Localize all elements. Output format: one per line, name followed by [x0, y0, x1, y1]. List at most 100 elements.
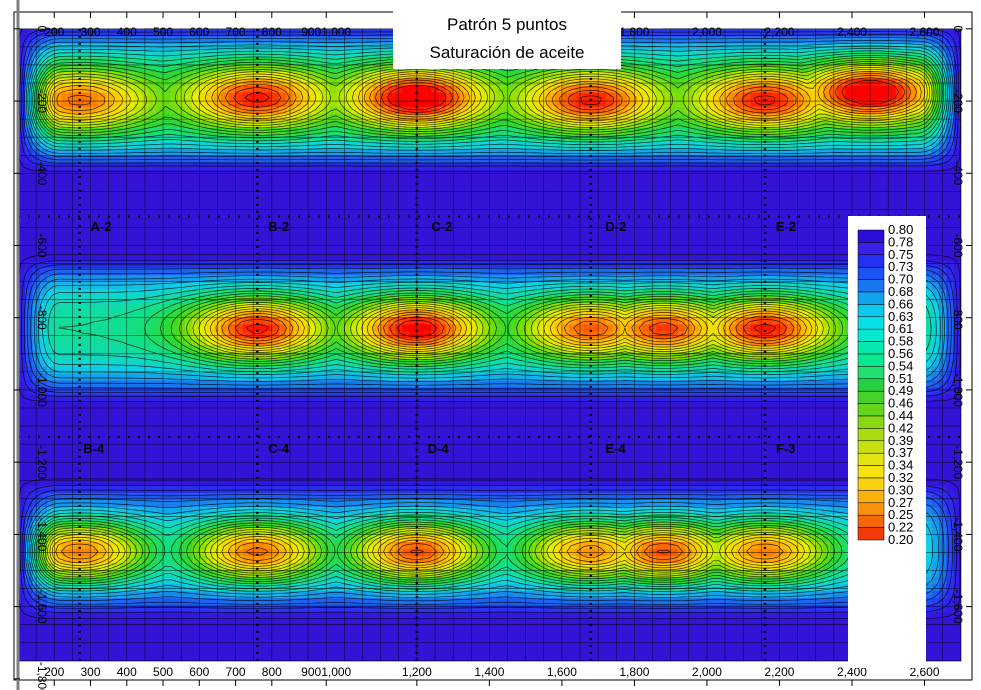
field-cell [511, 527, 519, 535]
field-cell [155, 625, 164, 634]
field-cell [641, 632, 650, 641]
field-cell [97, 471, 106, 479]
field-cell [213, 541, 222, 550]
field-cell [148, 646, 157, 655]
field-cell [815, 555, 824, 564]
field-cell [380, 632, 389, 641]
field-cell [387, 632, 396, 641]
field-cell [598, 541, 606, 550]
field-cell [228, 492, 237, 500]
field-cell [482, 478, 490, 486]
field-cell [293, 415, 302, 423]
field-cell [257, 464, 266, 472]
field-cell [453, 597, 461, 606]
field-cell [735, 653, 744, 662]
field-cell [431, 576, 440, 585]
field-cell [685, 513, 694, 521]
field-cell [830, 443, 839, 451]
field-cell [619, 590, 628, 599]
field-cell [735, 471, 744, 479]
field-cell [808, 492, 817, 500]
field-cell [395, 534, 403, 543]
field-cell [685, 611, 694, 620]
field-cell [837, 639, 846, 648]
field-cell [453, 541, 461, 550]
field-cell [221, 625, 229, 634]
field-cell [315, 443, 324, 451]
field-cell [685, 534, 694, 543]
field-cell [445, 478, 454, 486]
field-cell [228, 562, 237, 571]
field-cell [554, 436, 563, 444]
field-cell [228, 464, 237, 472]
field-cell [54, 492, 63, 500]
field-cell [206, 393, 215, 402]
field-cell [18, 464, 26, 472]
field-cell [119, 436, 128, 444]
field-cell [329, 555, 338, 564]
field-cell [90, 541, 99, 550]
field-cell [830, 513, 839, 521]
field-cell [503, 471, 512, 479]
field-cell [503, 513, 512, 521]
field-cell [598, 464, 606, 472]
field-cell [815, 492, 824, 500]
field-cell [699, 443, 708, 451]
field-cell [271, 555, 280, 564]
field-cell [344, 555, 353, 564]
field-cell [395, 471, 403, 479]
field-cell [126, 506, 135, 514]
field-cell [721, 604, 730, 613]
field-cell [286, 386, 295, 395]
field-cell [97, 429, 106, 437]
field-cell [409, 506, 418, 514]
field-cell [815, 513, 824, 521]
field-cell [460, 555, 469, 564]
field-cell [793, 583, 802, 592]
field-cell [271, 464, 280, 472]
field-cell [344, 611, 353, 620]
field-cell [808, 464, 817, 472]
field-cell [938, 534, 947, 543]
field-cell [735, 492, 744, 500]
field-cell [569, 555, 577, 564]
field-cell [808, 436, 817, 444]
field-cell [641, 492, 650, 500]
field-cell [946, 527, 955, 535]
field-cell [714, 408, 723, 416]
field-cell [445, 646, 454, 655]
field-cell [61, 492, 70, 500]
field-cell [242, 611, 251, 620]
field-cell [170, 513, 179, 521]
field-cell [692, 450, 701, 458]
field-cell [163, 471, 171, 479]
field-cell [271, 562, 280, 571]
field-cell [380, 639, 389, 648]
field-cell [68, 590, 77, 599]
field-cell [206, 443, 215, 451]
field-cell [721, 506, 730, 514]
field-cell [474, 604, 483, 613]
field-cell [351, 471, 360, 479]
field-cell [438, 513, 447, 521]
field-cell [54, 386, 63, 395]
field-cell [569, 646, 577, 655]
field-cell [250, 618, 258, 627]
field-cell [141, 590, 150, 599]
field-cell [351, 625, 360, 634]
field-cell [706, 639, 715, 648]
field-cell [518, 457, 527, 465]
field-cell [170, 569, 179, 578]
field-cell [358, 541, 367, 550]
field-cell [518, 576, 527, 585]
field-cell [206, 590, 215, 599]
field-cell [627, 471, 636, 479]
field-cell [511, 393, 519, 402]
field-cell [445, 400, 454, 409]
field-cell [47, 604, 55, 613]
field-cell [561, 429, 570, 437]
field-cell [329, 471, 338, 479]
field-cell [235, 527, 244, 535]
field-cell [39, 527, 48, 535]
field-cell [953, 415, 962, 423]
